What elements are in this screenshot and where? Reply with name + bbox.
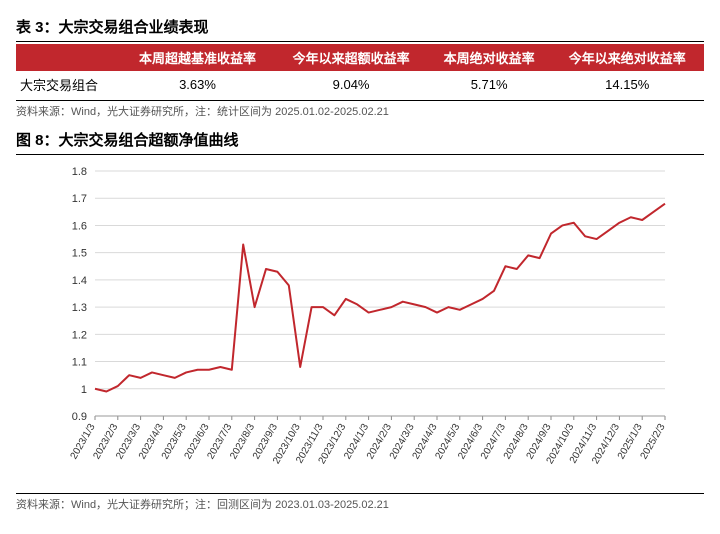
chart-svg: 0.911.11.21.31.41.51.61.71.82023/1/32023… [40,161,680,491]
col-ytd-excess: 今年以来超额收益率 [274,44,428,71]
table-row: 大宗交易组合 3.63% 9.04% 5.71% 14.15% [16,71,704,98]
svg-text:1.4: 1.4 [72,275,87,287]
cell-ytd-abs: 14.15% [550,71,704,98]
row-label: 大宗交易组合 [16,71,121,98]
svg-text:1.5: 1.5 [72,248,87,260]
svg-text:1.1: 1.1 [72,357,87,369]
table3-top-rule [16,41,704,42]
svg-text:1.7: 1.7 [72,193,87,205]
figure8-top-rule [16,154,704,155]
svg-text:1: 1 [81,384,87,396]
col-blank [16,44,121,71]
svg-text:1.2: 1.2 [72,329,87,341]
performance-table: 本周超越基准收益率 今年以来超额收益率 本周绝对收益率 今年以来绝对收益率 大宗… [16,44,704,98]
cell-ytd-excess: 9.04% [274,71,428,98]
figure8-source: 资料来源：Wind，光大证券研究所；注：回测区间为 2023.01.03-202… [16,493,704,512]
svg-text:1.3: 1.3 [72,302,87,314]
excess-nav-chart: 0.911.11.21.31.41.51.61.71.82023/1/32023… [40,161,680,491]
table3-source: 资料来源：Wind，光大证券研究所，注：统计区间为 2025.01.02-202… [16,100,704,119]
cell-week-excess: 3.63% [121,71,275,98]
figure8-title: 图 8：大宗交易组合超额净值曲线 [16,129,704,150]
cell-week-abs: 5.71% [428,71,551,98]
svg-text:1.8: 1.8 [72,166,87,178]
col-week-abs: 本周绝对收益率 [428,44,551,71]
col-week-excess: 本周超越基准收益率 [121,44,275,71]
svg-text:1.6: 1.6 [72,220,87,232]
svg-text:0.9: 0.9 [72,411,87,423]
table-header-row: 本周超越基准收益率 今年以来超额收益率 本周绝对收益率 今年以来绝对收益率 [16,44,704,71]
table3-title: 表 3：大宗交易组合业绩表现 [16,16,704,37]
col-ytd-abs: 今年以来绝对收益率 [550,44,704,71]
